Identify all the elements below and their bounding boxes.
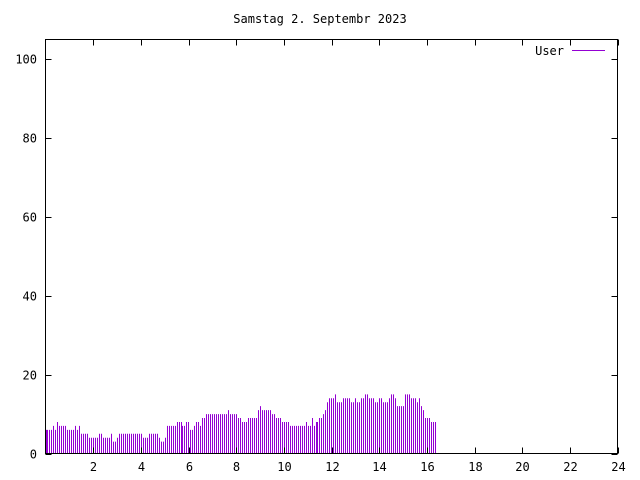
x-tick-label: 20 (515, 460, 529, 474)
x-tick-label: 24 (611, 460, 625, 474)
axis-ticks (45, 39, 619, 455)
y-tick-label: 20 (23, 369, 37, 383)
x-tick-label: 12 (325, 460, 339, 474)
legend: User (535, 44, 605, 58)
plot-frame (45, 39, 618, 454)
y-tick-label: 80 (23, 132, 37, 146)
x-tick-label: 22 (563, 460, 577, 474)
x-tick-label: 10 (277, 460, 291, 474)
y-tick-label: 0 (30, 448, 37, 462)
y-tick-label: 60 (23, 211, 37, 225)
x-tick-label: 18 (468, 460, 482, 474)
x-tick-label: 6 (186, 460, 193, 474)
x-tick-label: 8 (233, 460, 240, 474)
x-tick-label: 2 (90, 460, 97, 474)
chart-title: Samstag 2. Septembr 2023 (233, 12, 407, 26)
x-tick-label: 14 (372, 460, 386, 474)
x-tick-label: 4 (138, 460, 145, 474)
legend-label: User (535, 44, 564, 58)
y-tick-label: 100 (15, 53, 37, 67)
x-tick-label: 16 (420, 460, 434, 474)
y-tick-label: 40 (23, 290, 37, 304)
bar-series (46, 394, 436, 454)
